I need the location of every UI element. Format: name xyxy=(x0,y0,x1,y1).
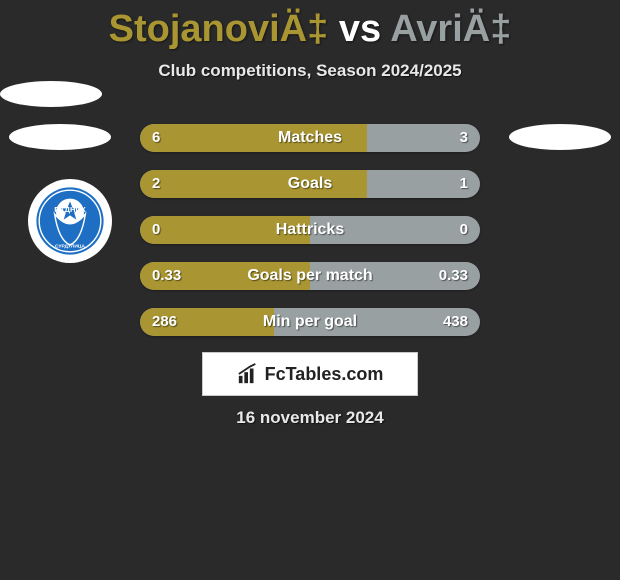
club-badge-icon: РАДНИК СУРДУЛИЦА xyxy=(35,186,105,256)
stat-value-player1: 2 xyxy=(152,170,160,198)
bar-chart-icon xyxy=(237,363,259,385)
player2-club-placeholder xyxy=(0,81,102,107)
date-line: 16 november 2024 xyxy=(0,408,620,428)
stat-value-player2: 3 xyxy=(460,124,468,152)
badge-top-text: РАДНИК xyxy=(54,205,86,214)
stat-fill-player1 xyxy=(140,216,310,244)
stats-container: 63Matches21Goals00Hattricks0.330.33Goals… xyxy=(140,124,480,354)
brand-text: FcTables.com xyxy=(265,364,384,385)
stat-value-player2: 0 xyxy=(460,216,468,244)
stat-row: 286438Min per goal xyxy=(140,308,480,336)
player1-name: StojanoviÄ‡ xyxy=(109,8,329,50)
stat-value-player2: 1 xyxy=(460,170,468,198)
player2-name: AvriÄ‡ xyxy=(390,8,511,50)
vs-separator: vs xyxy=(339,8,381,50)
player2-avatar-placeholder xyxy=(509,124,611,150)
subtitle: Club competitions, Season 2024/2025 xyxy=(0,61,620,81)
stat-value-player1: 0.33 xyxy=(152,262,181,290)
stat-row: 21Goals xyxy=(140,170,480,198)
stat-fill-player1 xyxy=(140,170,367,198)
brand-box[interactable]: FcTables.com xyxy=(202,352,418,396)
stat-value-player1: 0 xyxy=(152,216,160,244)
stat-value-player1: 6 xyxy=(152,124,160,152)
player1-avatar-placeholder xyxy=(9,124,111,150)
stat-row: 0.330.33Goals per match xyxy=(140,262,480,290)
badge-bottom-text: СУРДУЛИЦА xyxy=(55,244,85,250)
stat-fill-player1 xyxy=(140,124,367,152)
stat-row: 00Hattricks xyxy=(140,216,480,244)
stat-value-player2: 0.33 xyxy=(439,262,468,290)
player1-club-badge: РАДНИК СУРДУЛИЦА xyxy=(28,179,112,263)
stat-value-player2: 438 xyxy=(443,308,468,336)
stat-value-player1: 286 xyxy=(152,308,177,336)
stat-row: 63Matches xyxy=(140,124,480,152)
page-title: StojanoviÄ‡ vs AvriÄ‡ xyxy=(0,0,620,51)
